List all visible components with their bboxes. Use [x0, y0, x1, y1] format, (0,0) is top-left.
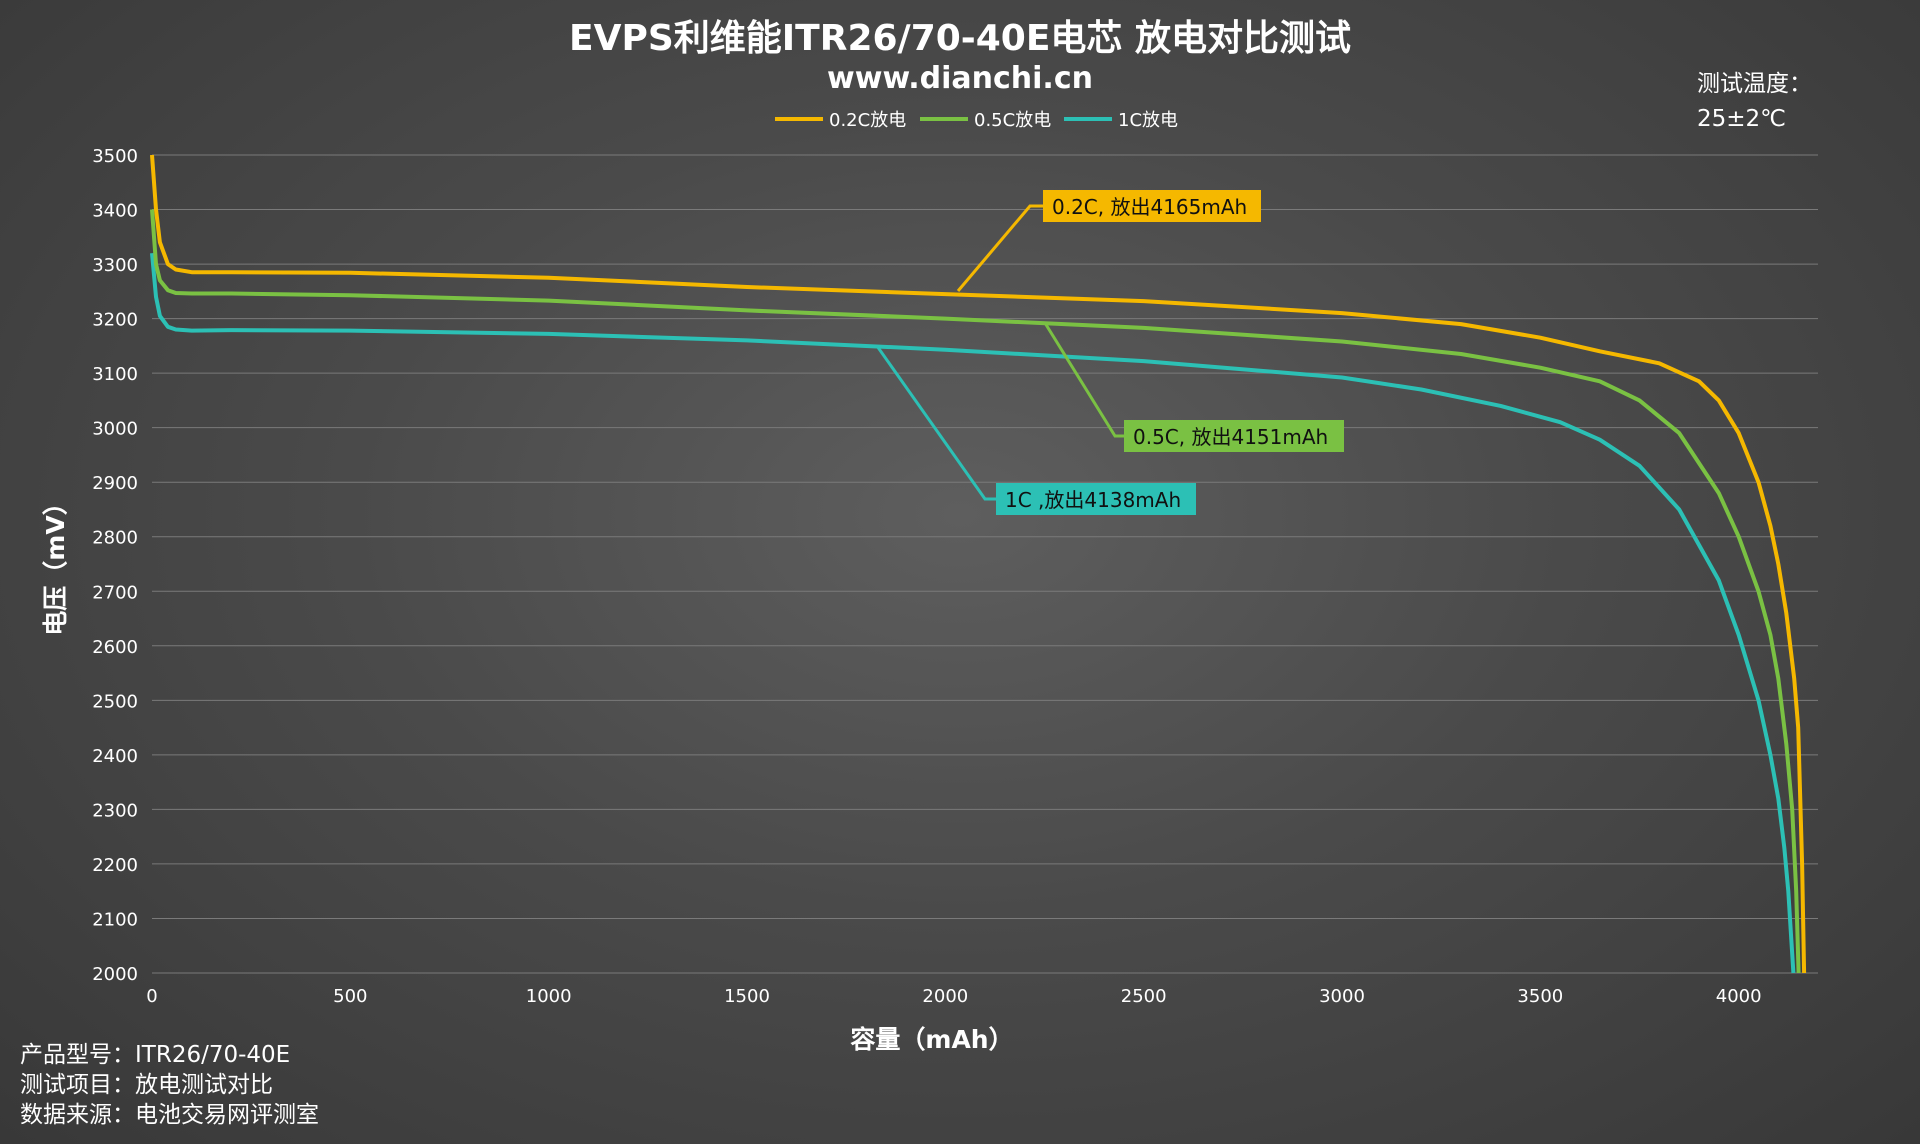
series-line	[150, 253, 1796, 974]
callout-label: 0.5C, 放出4151mAh	[1133, 425, 1328, 449]
y-tick-label: 2000	[92, 964, 138, 985]
legend-label: 0.5C放电	[974, 110, 1051, 131]
callout-leader	[875, 345, 996, 501]
y-tick-label: 3100	[92, 364, 138, 385]
y-axis-label: 电压（mV）	[41, 490, 70, 635]
callout-box	[1124, 420, 1344, 452]
series-callouts: 0.2C, 放出4165mAh 0.5C, 放出4151mAh 1C ,放出4138…	[875, 190, 1344, 515]
test-temperature: 测试温度： 25±2℃	[1697, 67, 1812, 137]
y-tick-label: 2300	[92, 800, 138, 821]
x-tick-label: 1000	[526, 986, 572, 1007]
x-axis-ticks: 0 500 1000 1500 2000 2500 3000 3500 4000	[146, 986, 1761, 1007]
x-tick-label: 3000	[1319, 986, 1365, 1007]
x-tick-label: 500	[333, 986, 367, 1007]
test-temperature-label: 测试温度：	[1697, 71, 1812, 97]
legend-label: 0.2C放电	[829, 110, 906, 131]
chart-title: EVPS利维能ITR26/70-40E电芯 放电对比测试	[569, 18, 1351, 59]
footer-row-source: 数据来源：电池交易网评测室	[20, 1100, 319, 1130]
y-tick-label: 2700	[92, 582, 138, 603]
y-tick-label: 2600	[92, 637, 138, 658]
legend-label: 1C放电	[1118, 110, 1178, 131]
chart-subtitle: www.dianchi.cn	[827, 61, 1093, 96]
y-tick-label: 2100	[92, 909, 138, 930]
x-tick-label: 3500	[1517, 986, 1563, 1007]
footer-value: 电池交易网评测室	[135, 1102, 319, 1128]
footer-key: 产品型号：	[20, 1042, 135, 1068]
footer-key: 测试项目：	[20, 1072, 135, 1098]
footer-value: 放电测试对比	[135, 1072, 273, 1098]
callout-leader	[956, 204, 1043, 292]
x-tick-label: 0	[146, 986, 157, 1007]
y-axis-ticks: 2000 2100 2200 2300 2400 2500 2600 2700 2800 2900…	[92, 146, 138, 985]
footer-row-model: 产品型号：ITR26/70-40E	[20, 1040, 319, 1070]
x-axis-label: 容量（mAh）	[850, 1025, 1013, 1054]
y-tick-label: 3400	[92, 201, 138, 222]
callout-label: 1C ,放出4138mAh	[1005, 488, 1181, 512]
x-tick-label: 4000	[1716, 986, 1762, 1007]
y-tick-label: 2400	[92, 746, 138, 767]
y-tick-label: 3200	[92, 310, 138, 331]
series-lines	[150, 154, 1807, 974]
callout-box	[996, 483, 1196, 515]
y-tick-label: 2900	[92, 473, 138, 494]
callout-leader	[1043, 322, 1124, 438]
x-tick-label: 1500	[724, 986, 770, 1007]
y-tick-label: 2200	[92, 855, 138, 876]
y-tick-label: 2500	[92, 691, 138, 712]
gridlines	[152, 154, 1818, 974]
test-temperature-value: 25±2℃	[1697, 106, 1787, 132]
footer-row-test-item: 测试项目：放电测试对比	[20, 1070, 319, 1100]
x-tick-label: 2000	[922, 986, 968, 1007]
y-tick-label: 2800	[92, 528, 138, 549]
x-tick-label: 2500	[1121, 986, 1167, 1007]
y-tick-label: 3500	[92, 146, 138, 167]
callout-box	[1043, 190, 1261, 222]
y-tick-label: 3000	[92, 419, 138, 440]
series-line	[150, 209, 1801, 974]
y-tick-label: 3300	[92, 255, 138, 276]
callout-label: 0.2C, 放出4165mAh	[1052, 195, 1247, 219]
legend: 0.2C放电 0.5C放电 1C放电	[775, 110, 1178, 131]
footer-info: 产品型号：ITR26/70-40E 测试项目：放电测试对比 数据来源：电池交易网…	[20, 1040, 319, 1130]
footer-value: ITR26/70-40E	[135, 1042, 291, 1068]
footer-key: 数据来源：	[20, 1102, 135, 1128]
series-line	[150, 154, 1807, 974]
